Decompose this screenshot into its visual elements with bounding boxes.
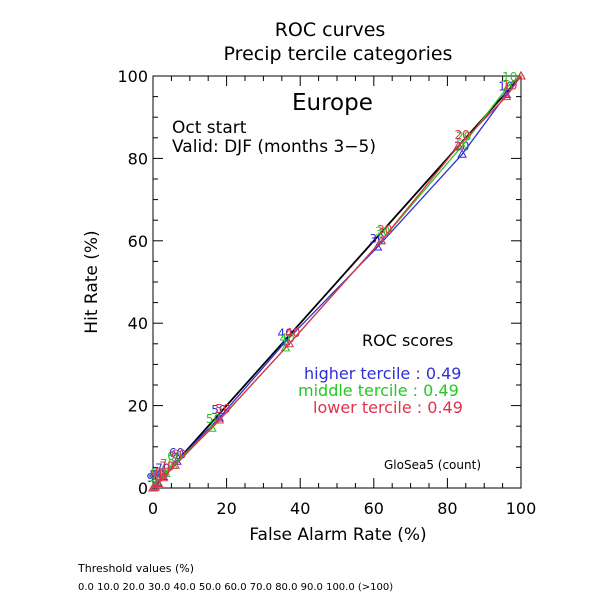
x-tick-label: 40: [290, 499, 310, 518]
threshold-label-higher-tercile: 60: [169, 446, 184, 460]
roc-series-layer: 9080706050403020109080706050403020109080…: [146, 70, 526, 492]
y-axis-label: Hit Rate (%): [82, 230, 102, 333]
roc-line-lower-tercile: [152, 75, 522, 489]
threshold-label-middle-tercile: 10: [502, 70, 517, 84]
roc-point-lower-tercile: [376, 235, 387, 245]
valid-label: Valid: DJF (months 3−5): [172, 137, 376, 157]
model-label: GloSea5 (count): [384, 458, 481, 472]
x-tick-labels: 0 20 40 60 80 100: [148, 499, 536, 518]
y-tick-label: 60: [128, 232, 148, 251]
y-tick-label: 20: [128, 397, 148, 416]
threshold-values: 0.0 10.0 20.0 30.0 40.0 50.0 60.0 70.0 8…: [78, 582, 393, 593]
x-tick-label: 100: [506, 499, 537, 518]
threshold-label-lower-tercile: 50: [215, 402, 230, 416]
roc-point-lower-tercile: [501, 91, 512, 101]
y-tick-label: 80: [128, 149, 148, 168]
chart-subtitle: Precip tercile categories: [224, 43, 453, 65]
axis-ticks: [152, 75, 522, 489]
threshold-label-lower-tercile: 80: [155, 465, 170, 479]
y-tick-label: 100: [117, 67, 148, 86]
roc-point-lower-tercile: [170, 460, 180, 469]
y-tick-label: 0: [138, 479, 148, 498]
roc-point-lower-tercile: [284, 338, 295, 348]
y-tick-labels: 0 20 40 60 80 100: [117, 67, 148, 498]
roc-point-lower-tercile: [158, 472, 169, 482]
threshold-label-higher-tercile: 50: [211, 403, 226, 417]
threshold-label-lower-tercile: 10: [502, 79, 517, 93]
threshold-title: Threshold values (%): [77, 562, 194, 575]
score-lower-tercile: lower tercile : 0.49: [313, 398, 463, 417]
x-tick-label: 20: [216, 499, 236, 518]
threshold-label-lower-tercile: 60: [171, 447, 186, 461]
roc-point-middle-tercile: [207, 423, 217, 432]
roc-scores-title: ROC scores: [362, 331, 453, 350]
region-label: Europe: [292, 90, 373, 116]
threshold-label-higher-tercile: 40: [277, 327, 292, 341]
threshold-label-middle-tercile: 20: [456, 130, 471, 144]
roc-point-middle-tercile: [503, 81, 513, 90]
threshold-label-higher-tercile: 30: [369, 232, 384, 246]
threshold-label-lower-tercile: 20: [454, 128, 469, 142]
roc-point-higher-tercile: [457, 149, 467, 158]
roc-point-lower-tercile: [148, 482, 158, 492]
threshold-label-lower-tercile: 90: [151, 469, 166, 483]
start-label: Oct start: [172, 118, 247, 138]
x-tick-label: 60: [364, 499, 384, 518]
y-tick-label: 40: [128, 314, 148, 333]
x-tick-label: 0: [148, 499, 158, 518]
roc-point-lower-tercile: [153, 478, 164, 487]
threshold-label-middle-tercile: 60: [167, 449, 182, 463]
x-axis-label: False Alarm Rate (%): [249, 525, 426, 545]
roc-point-lower-tercile: [516, 70, 526, 80]
score-middle-tercile: middle tercile : 0.49: [298, 381, 459, 400]
roc-point-lower-tercile: [214, 414, 225, 424]
roc-point-middle-tercile: [280, 342, 291, 352]
threshold-label-lower-tercile: 70: [159, 460, 174, 474]
score-higher-tercile: higher tercile : 0.49: [304, 364, 461, 383]
x-tick-label: 80: [437, 499, 457, 518]
chart-title: ROC curves: [275, 19, 386, 41]
threshold-label-lower-tercile: 30: [377, 223, 392, 237]
threshold-label-lower-tercile: 40: [285, 326, 300, 340]
roc-point-lower-tercile: [453, 140, 464, 150]
